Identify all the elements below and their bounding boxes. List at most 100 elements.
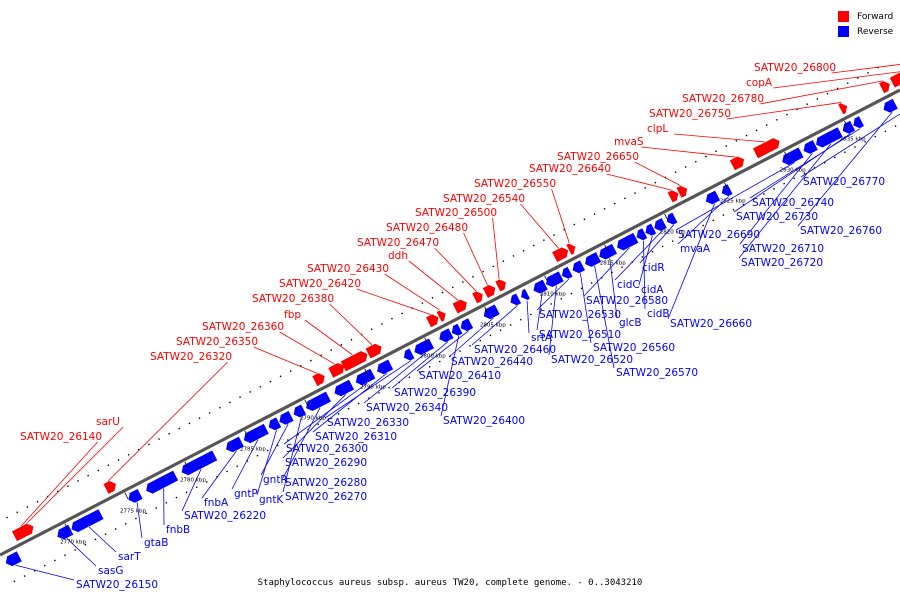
reverse-leader-line	[231, 439, 259, 490]
reverse-leader-line	[536, 292, 543, 331]
forward-leader-line	[551, 188, 570, 244]
scale-tick	[184, 461, 189, 469]
reverse-gene-block	[403, 348, 415, 361]
reverse-gene-block	[803, 140, 818, 154]
reverse-gene-block	[243, 423, 269, 444]
reverse-gene-label: SATW20_26440	[451, 356, 533, 368]
reverse-leader-line	[667, 203, 715, 320]
forward-gene-block	[24, 523, 34, 535]
forward-leader-line	[759, 80, 883, 105]
scale-tick-label: 2775 kbp	[120, 509, 146, 515]
forward-gene-block	[676, 185, 688, 198]
forward-leader-line	[831, 64, 900, 74]
reverse-gene-block	[71, 509, 104, 533]
scale-tick-label: 2780 kbp	[180, 478, 206, 484]
reverse-gene-block	[561, 266, 573, 279]
reverse-gene-label: glcB	[619, 317, 642, 329]
forward-leader-line	[634, 161, 681, 186]
scale-tick-label: 2820 kbp	[660, 230, 686, 236]
reverse-gene-label: SATW20_26510	[539, 329, 621, 341]
reverse-gene-label: sarT	[118, 551, 141, 563]
forward-gene-block	[340, 351, 368, 372]
forward-gene-label: clpL	[647, 123, 668, 135]
forward-gene-label: SATW20_26350	[176, 336, 258, 348]
reverse-gene-block	[460, 318, 474, 332]
forward-gene-block	[436, 310, 446, 322]
reverse-leader-line	[282, 394, 347, 459]
reverse-leader-line	[66, 538, 97, 567]
legend-forward-label: Forward	[857, 11, 894, 22]
legend-reverse: Reverse	[838, 24, 893, 39]
reverse-gene-label: SATW20_26300	[286, 443, 368, 455]
reverse-gene-label: SATW20_26280	[285, 477, 367, 489]
reverse-gene-block	[57, 524, 74, 540]
forward-gene-label: SATW20_26470	[357, 237, 439, 249]
reverse-gene-block	[414, 338, 435, 355]
forward-leader-line	[304, 319, 353, 356]
scale-tick-label: 2800 kbp	[420, 354, 446, 360]
reverse-leader-line	[136, 502, 143, 539]
reverse-gene-block	[842, 120, 856, 134]
forward-gene-label: fbp	[284, 309, 301, 321]
forward-gene-label: SATW20_26430	[307, 263, 389, 275]
forward-leader-line	[279, 331, 335, 365]
forward-gene-label: SATW20_26780	[682, 93, 764, 105]
forward-gene-label: SATW20_26500	[415, 207, 497, 219]
reverse-gene-label: SATW20_26150	[76, 579, 158, 591]
forward-gene-label: SATW20_26360	[202, 321, 284, 333]
reverse-gene-label: mvaA	[680, 243, 711, 255]
scale-tick	[724, 182, 729, 190]
forward-gene-block	[452, 299, 467, 314]
forward-leader-line	[408, 260, 459, 301]
reverse-gene-label: SATW20_26530	[539, 309, 621, 321]
reverse-gene-label: SATW20_26690	[678, 229, 760, 241]
reverse-gene-block	[334, 379, 355, 397]
scale-tick-label: 2790 kbp	[300, 416, 326, 422]
reverse-leader-line	[675, 162, 795, 231]
reverse-leader-line	[181, 468, 202, 512]
reverse-leader-line	[800, 113, 900, 178]
reverse-gene-block	[721, 184, 733, 197]
reverse-gene-label: SATW20_26720	[741, 257, 823, 269]
reverse-gene-block	[128, 488, 143, 503]
scale-tick-label: 2815 kbp	[600, 261, 626, 267]
reverse-leader-line	[579, 273, 592, 344]
forward-gene-label: SATW20_26140	[20, 431, 102, 443]
forward-gene-label: ddh	[388, 250, 408, 262]
forward-leader-line	[434, 247, 477, 292]
forward-gene-block	[566, 243, 576, 255]
reverse-gene-block	[521, 288, 530, 300]
reverse-gene-label: SATW20_26580	[586, 295, 668, 307]
forward-gene-label: copA	[746, 77, 773, 89]
reverse-leader-line	[643, 240, 646, 310]
forward-gene-block	[729, 156, 745, 171]
forward-leader-line	[329, 303, 373, 346]
scale-tick	[664, 213, 669, 221]
forward-track-dots	[0, 62, 887, 523]
legend-reverse-label: Reverse	[857, 26, 894, 37]
reverse-leader-line	[282, 407, 321, 479]
reverse-leader-line	[260, 423, 289, 476]
forward-leader-line	[107, 361, 228, 482]
reverse-leader-line	[471, 305, 518, 346]
reverse-gene-label: fnbA	[204, 497, 229, 509]
reverse-leader-line	[739, 153, 813, 245]
reverse-gene-label: SATW20_26760	[800, 225, 882, 237]
forward-gene-label: SATW20_26380	[252, 293, 334, 305]
reverse-gene-block	[666, 212, 678, 225]
reverse-leader-line	[256, 430, 277, 496]
legend-reverse-swatch	[838, 26, 849, 37]
reverse-gene-block	[883, 98, 898, 113]
reverse-leader-line	[609, 257, 618, 319]
reverse-gene-label: gntK	[259, 494, 284, 506]
forward-gene-block	[472, 291, 483, 304]
reverse-gene-label: SATW20_26730	[736, 211, 818, 223]
forward-gene-label: SATW20_26320	[150, 351, 232, 363]
reverse-gene-label: cidC	[617, 279, 640, 291]
scale-tick	[124, 492, 129, 500]
forward-gene-label: SATW20_26800	[754, 62, 836, 74]
forward-gene-label: SATW20_26650	[557, 151, 639, 163]
reverse-gene-label: cidB	[647, 308, 670, 320]
forward-gene-label: SATW20_26480	[386, 222, 468, 234]
